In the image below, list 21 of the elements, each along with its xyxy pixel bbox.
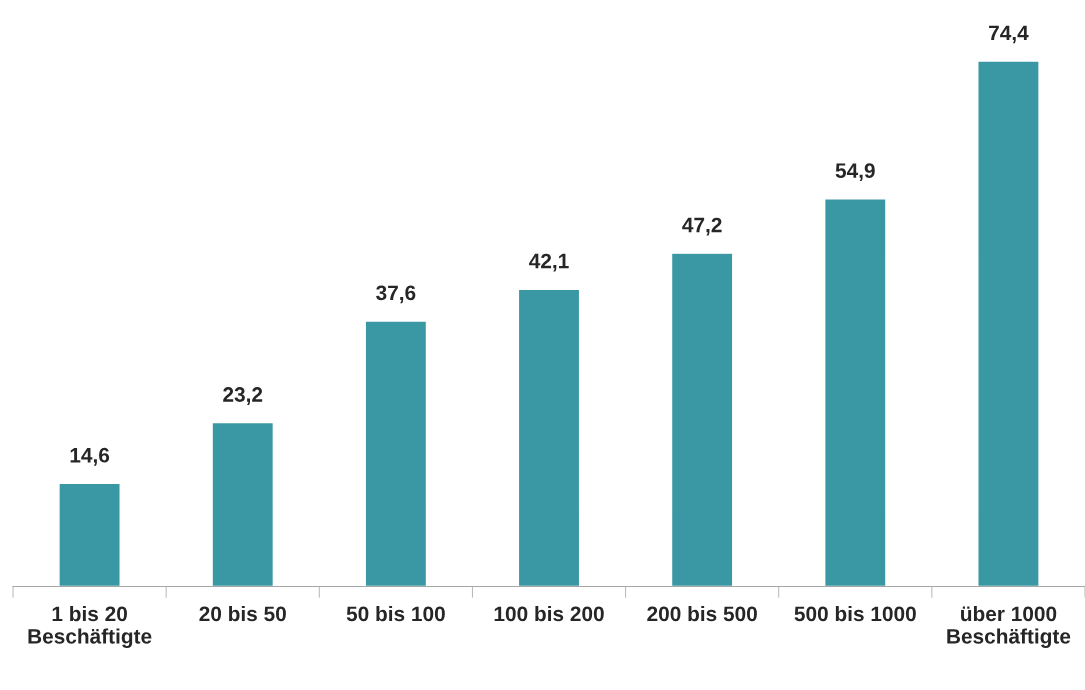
bar bbox=[977, 60, 1040, 587]
x-tick-label: 100 bis 200 bbox=[494, 605, 604, 622]
data-label: 54,9 bbox=[835, 163, 875, 182]
data-label: 37,6 bbox=[376, 285, 416, 304]
x-tick-label: 50 bis 100 bbox=[346, 605, 445, 622]
x-tick-label: 500 bis 1000 bbox=[794, 605, 916, 622]
x-tick-label: 200 bis 500 bbox=[647, 605, 757, 622]
data-label: 42,1 bbox=[529, 253, 569, 272]
bar bbox=[364, 320, 428, 587]
bar bbox=[58, 482, 121, 587]
x-tick-label: 1 bis 20 Beschäftigte bbox=[28, 605, 152, 648]
bar bbox=[670, 252, 734, 587]
x-tick-label: über 1000 Beschäftigte bbox=[947, 605, 1071, 648]
bar bbox=[823, 198, 887, 587]
data-label: 74,4 bbox=[989, 25, 1029, 44]
data-label: 47,2 bbox=[682, 217, 722, 236]
bar bbox=[211, 421, 275, 587]
x-tick-label: 20 bis 50 bbox=[199, 605, 286, 622]
data-label: 14,6 bbox=[70, 447, 110, 466]
data-label: 23,2 bbox=[223, 387, 263, 405]
bar bbox=[517, 288, 581, 587]
